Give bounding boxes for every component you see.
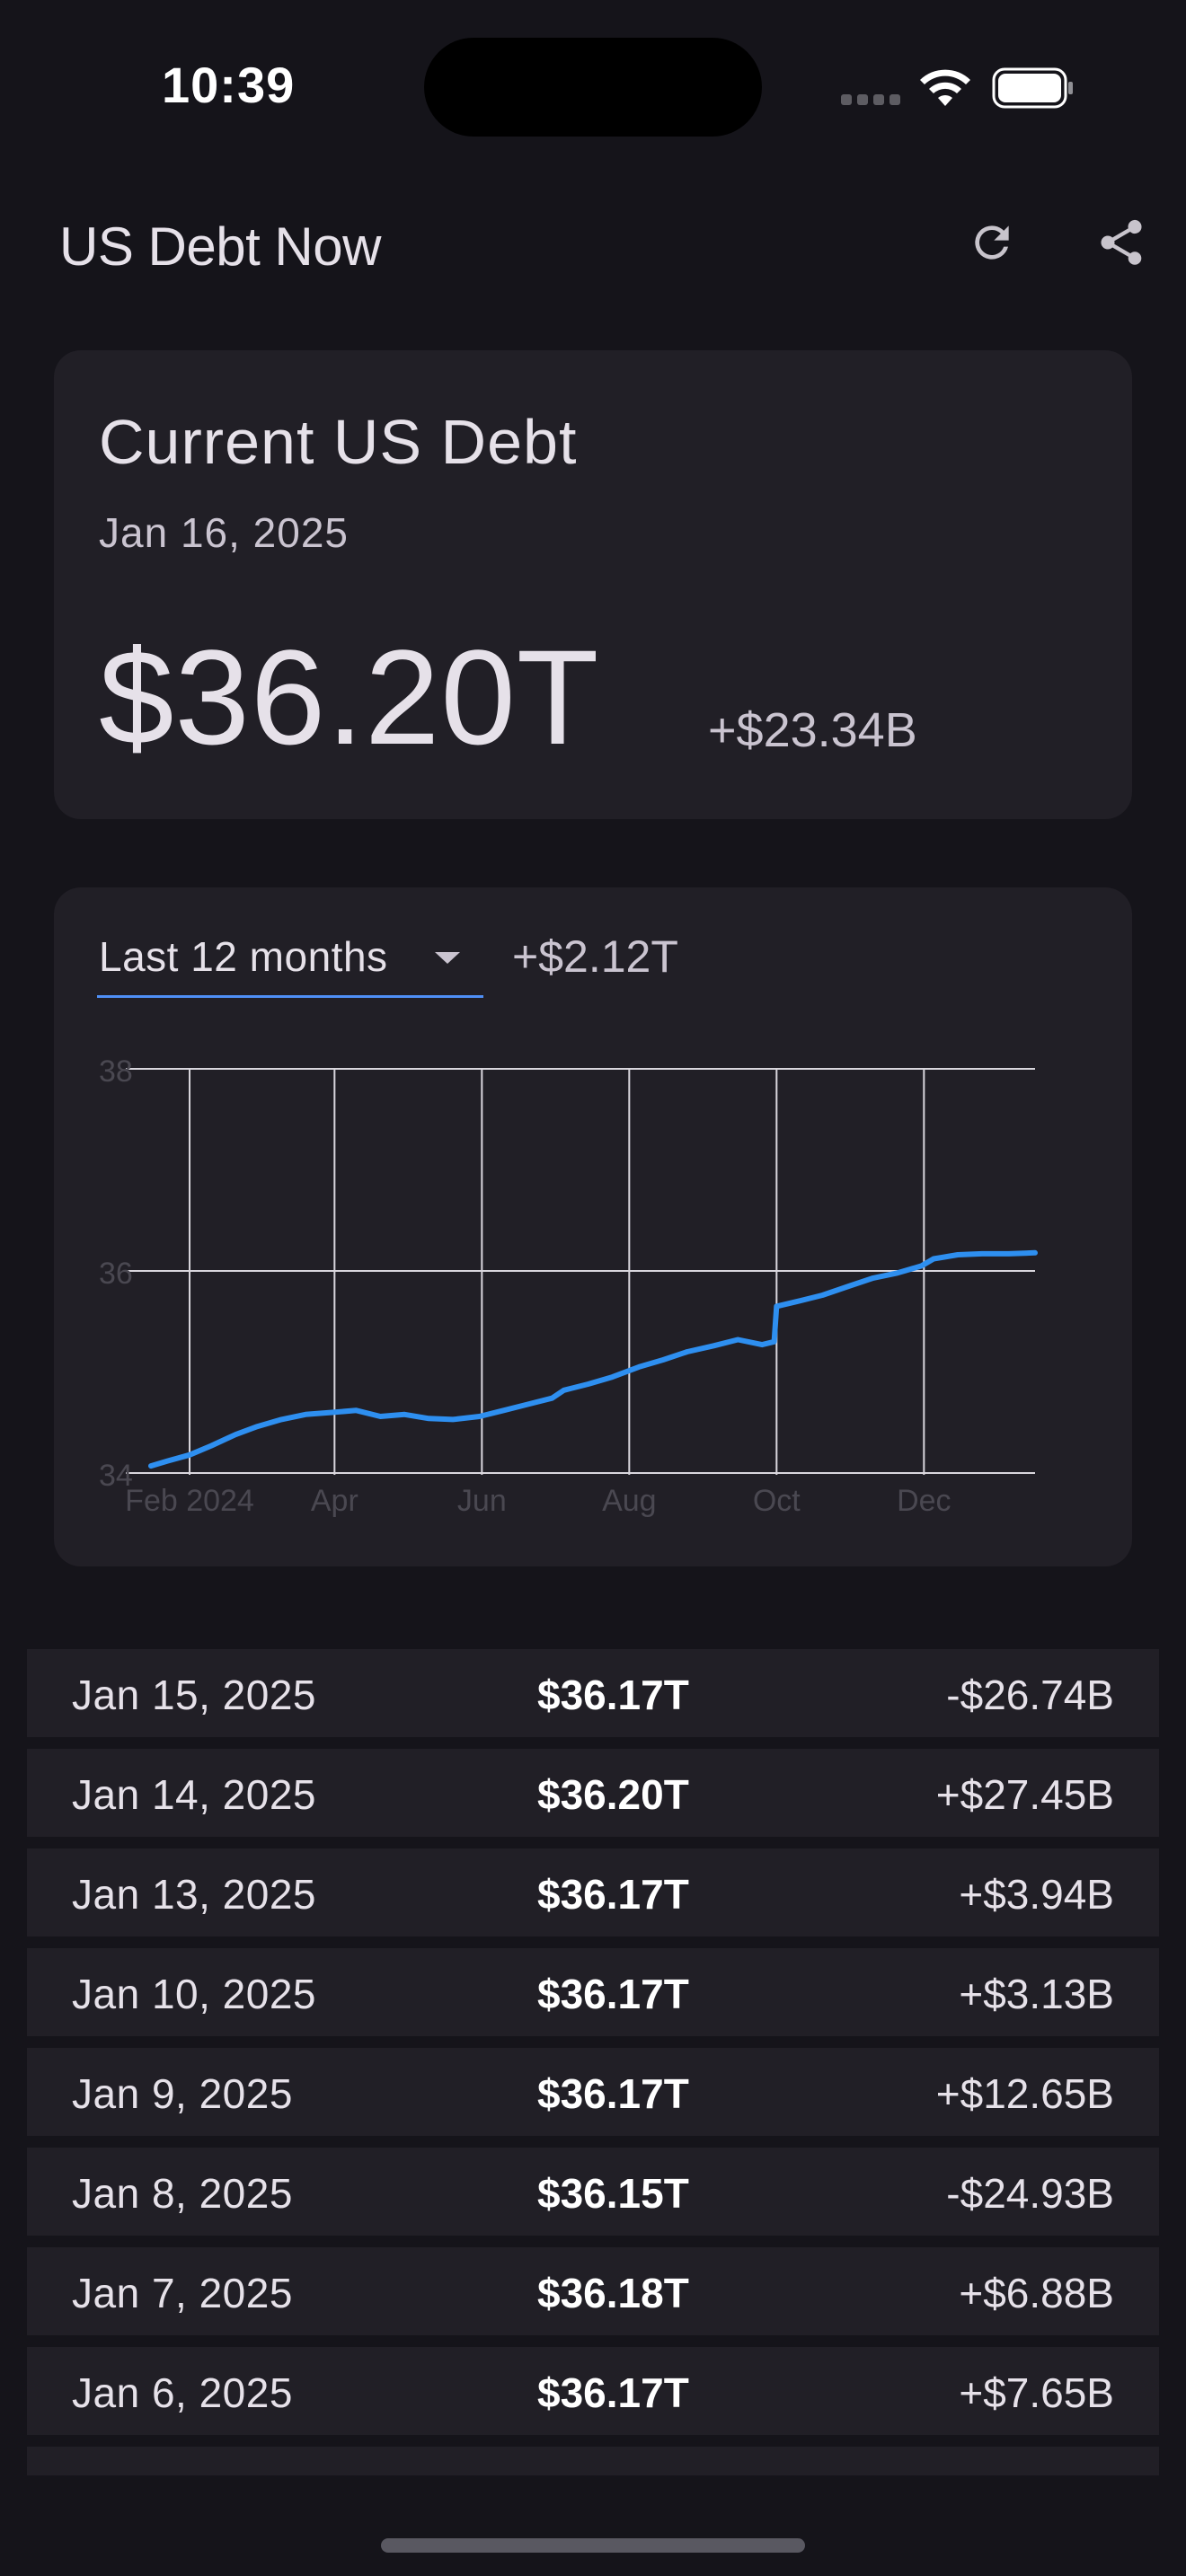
history-row[interactable]: Jan 8, 2025 $36.15T -$24.93B — [27, 2148, 1159, 2236]
history-row-date: Jan 8, 2025 — [72, 2170, 293, 2217]
history-row-value: $36.17T — [537, 1871, 689, 1918]
history-row-value: $36.16T — [537, 2468, 689, 2475]
status-bar: 10:39 — [0, 0, 1186, 171]
cellular-signal-icon — [841, 93, 906, 110]
x-tick-label: Jun — [457, 1484, 507, 1518]
current-debt-change: +$23.34B — [708, 703, 917, 757]
history-row[interactable]: Jan 14, 2025 $36.20T +$27.45B — [27, 1749, 1159, 1837]
history-row-value: $36.17T — [537, 1672, 689, 1718]
app-bar: US Debt Now — [0, 189, 1186, 296]
x-tick-label: Dec — [897, 1484, 951, 1518]
refresh-icon — [975, 225, 1009, 260]
history-row-change: -$5.31B — [969, 2468, 1114, 2475]
refresh-button[interactable] — [956, 207, 1028, 278]
current-debt-card: Current US Debt Jan 16, 2025 $36.20T +$2… — [54, 350, 1132, 819]
period-change: +$2.12T — [512, 931, 678, 982]
history-row-change: +$27.45B — [935, 1771, 1114, 1818]
history-row-value: $36.15T — [537, 2170, 689, 2217]
history-row[interactable]: Jan 6, 2025 $36.17T +$7.65B — [27, 2347, 1159, 2435]
x-tick-label: Oct — [753, 1484, 801, 1518]
debt-chart-card: Last 12 months +$2.12T 34 36 38 Feb 2024 Apr… — [54, 887, 1132, 1566]
x-tick-label: Feb 2024 — [125, 1484, 254, 1518]
status-time: 10:39 — [162, 57, 296, 113]
history-row-date: Jan 10, 2025 — [72, 1971, 317, 2017]
history-row-change: -$24.93B — [946, 2170, 1114, 2217]
battery-icon — [992, 67, 1073, 109]
history-row[interactable]: Jan 3, 2025 $36.16T -$5.31B — [27, 2447, 1159, 2475]
history-row[interactable]: Jan 13, 2025 $36.17T +$3.94B — [27, 1848, 1159, 1936]
history-row-value: $36.17T — [537, 2369, 689, 2416]
x-tick-label: Apr — [311, 1484, 358, 1518]
dropdown-arrow-icon — [435, 952, 460, 964]
history-row-change: +$12.65B — [935, 2070, 1114, 2117]
history-list[interactable]: Jan 15, 2025 $36.17T -$26.74B Jan 14, 2025 $… — [27, 1649, 1159, 2475]
history-row-change: +$7.65B — [959, 2369, 1114, 2416]
history-row-value: $36.20T — [537, 1771, 689, 1818]
history-row[interactable]: Jan 15, 2025 $36.17T -$26.74B — [27, 1649, 1159, 1737]
history-row[interactable]: Jan 10, 2025 $36.17T +$3.13B — [27, 1948, 1159, 2036]
history-row[interactable]: Jan 7, 2025 $36.18T +$6.88B — [27, 2247, 1159, 2335]
debt-series-line — [148, 1249, 1038, 1469]
x-tick-label: Aug — [602, 1484, 657, 1518]
debt-line-chart: 34 36 38 Feb 2024 Apr Jun Aug Oct Dec — [99, 1054, 1038, 1518]
history-row-date: Jan 14, 2025 — [72, 1771, 317, 1818]
history-row-date: Jan 6, 2025 — [72, 2369, 293, 2416]
history-row-date: Jan 9, 2025 — [72, 2070, 293, 2117]
history-row-date: Jan 13, 2025 — [72, 1871, 317, 1918]
history-row-date: Jan 15, 2025 — [72, 1672, 317, 1718]
y-tick-label: 38 — [99, 1054, 133, 1089]
app-title: US Debt Now — [59, 216, 381, 277]
history-row-date: Jan 7, 2025 — [72, 2270, 293, 2316]
period-dropdown[interactable]: Last 12 months — [97, 923, 483, 998]
share-icon — [1101, 219, 1142, 265]
history-row-change: +$3.13B — [959, 1971, 1114, 2017]
history-row-date: Jan 3, 2025 — [72, 2468, 293, 2475]
history-row-value: $36.17T — [537, 1971, 689, 2017]
history-row[interactable]: Jan 9, 2025 $36.17T +$12.65B — [27, 2048, 1159, 2136]
history-row-value: $36.18T — [537, 2270, 689, 2316]
y-tick-label: 36 — [99, 1257, 133, 1291]
y-tick-label: 34 — [99, 1459, 133, 1493]
share-button[interactable] — [1085, 207, 1157, 278]
history-row-change: +$6.88B — [959, 2270, 1114, 2316]
current-debt-value: $36.20T — [99, 622, 600, 772]
wifi-icon — [920, 69, 970, 106]
history-row-change: +$3.94B — [959, 1871, 1114, 1918]
current-debt-date: Jan 16, 2025 — [99, 509, 350, 556]
history-row-change: -$26.74B — [946, 1672, 1114, 1718]
current-debt-label: Current US Debt — [99, 407, 578, 477]
history-row-value: $36.17T — [537, 2070, 689, 2117]
dynamic-island — [424, 38, 762, 137]
period-dropdown-label: Last 12 months — [99, 933, 388, 980]
home-indicator[interactable] — [381, 2538, 805, 2553]
